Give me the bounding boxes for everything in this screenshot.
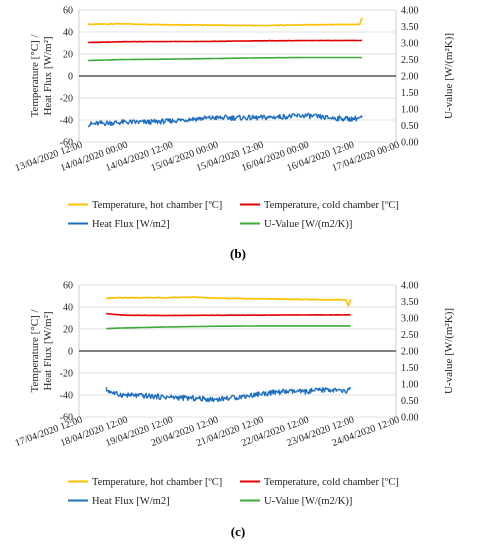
- y2-tick-label: 2.00: [401, 72, 419, 83]
- chart-panel-0: 60 40 20 0 -20 -40 -60 4.00 3.50 3.00 2.50 2.00 1.50…: [14, 6, 455, 262]
- y-tick-label: 0: [68, 347, 73, 358]
- y2-tick-label: 3.00: [401, 314, 419, 325]
- series-line-hot: [106, 295, 352, 307]
- series-line-uvalue: [106, 325, 351, 330]
- y2-tick-label: 0.50: [401, 396, 419, 407]
- y-tick-label: -40: [60, 391, 73, 402]
- y-axis-title-line: Temperature [°C] /: [29, 34, 41, 118]
- y2-tick-label: 3.50: [401, 22, 419, 33]
- panel-label: (b): [230, 246, 246, 261]
- y2-tick-label: 4.00: [401, 6, 419, 17]
- y-tick-label: -60: [60, 138, 73, 149]
- y2-tick-label: 1.00: [401, 105, 419, 116]
- legend-label-hot: Temperature, hot chamber [ºC]: [92, 200, 222, 211]
- legend-label-hot: Temperature, hot chamber [ºC]: [92, 477, 222, 488]
- legend-label-flux: Heat Flux [W/m2]: [92, 496, 170, 507]
- y2-tick-label: 2.50: [401, 55, 419, 66]
- y-axis-title: Temperature [°C] /Heat Flux [W/m²]: [29, 309, 54, 393]
- series-line-cold: [87, 39, 363, 44]
- y-tick-label: -40: [60, 116, 73, 127]
- y2-tick-label: 0.00: [401, 138, 419, 149]
- y2-tick-label: 3.00: [401, 39, 419, 50]
- y-axis-title-line: Heat Flux [W/m²]: [42, 311, 54, 390]
- legend-label-cold: Temperature, cold chamber [ºC]: [264, 477, 399, 488]
- y-tick-label: 0: [68, 72, 73, 83]
- y2-axis-title: U-value [W/(m²K)]: [443, 33, 455, 119]
- series-line-cold: [106, 312, 351, 317]
- y2-tick-label: 0.50: [401, 121, 419, 132]
- y2-tick-label: 2.50: [401, 330, 419, 341]
- y-tick-label: 40: [63, 303, 73, 314]
- legend-label-uvalue: U-Value [W/(m2/K)]: [264, 496, 352, 507]
- y-tick-label: -20: [60, 94, 73, 105]
- y2-tick-label: 4.00: [401, 281, 419, 292]
- legend-label-cold: Temperature, cold chamber [ºC]: [264, 200, 399, 211]
- y-axis-title: Temperature [°C] /Heat Flux [W/m²]: [29, 34, 54, 118]
- legend-label-uvalue: U-Value [W/(m2/K)]: [264, 219, 352, 230]
- series-line-uvalue: [88, 56, 363, 62]
- series-line-hot: [87, 17, 363, 27]
- y-tick-label: 20: [63, 325, 73, 336]
- y2-tick-label: 1.00: [401, 380, 419, 391]
- legend-label-flux: Heat Flux [W/m2]: [92, 219, 170, 230]
- y2-tick-label: 2.00: [401, 347, 419, 358]
- panel-label: (c): [231, 524, 245, 539]
- y2-tick-label: 1.50: [401, 88, 419, 99]
- y-tick-label: 60: [63, 281, 73, 292]
- y-tick-label: -60: [60, 413, 73, 424]
- y2-tick-label: 0.00: [401, 413, 419, 424]
- y-axis-title-line: Temperature [°C] /: [29, 309, 41, 393]
- y-tick-label: 60: [63, 6, 73, 17]
- series-line-flux: [87, 112, 363, 128]
- series-line-flux: [105, 386, 352, 403]
- y-tick-label: 40: [63, 28, 73, 39]
- y-tick-label: 20: [63, 50, 73, 61]
- y-tick-label: -20: [60, 369, 73, 380]
- chart-panel-1: 60 40 20 0 -20 -40 -60 4.00 3.50 3.00 2.50 2.00 1.50…: [14, 281, 455, 540]
- y-axis-title-line: Heat Flux [W/m²]: [42, 36, 54, 115]
- y2-tick-label: 1.50: [401, 363, 419, 374]
- y2-tick-label: 3.50: [401, 297, 419, 308]
- y2-axis-title: U-value [W/(m²K)]: [443, 308, 455, 394]
